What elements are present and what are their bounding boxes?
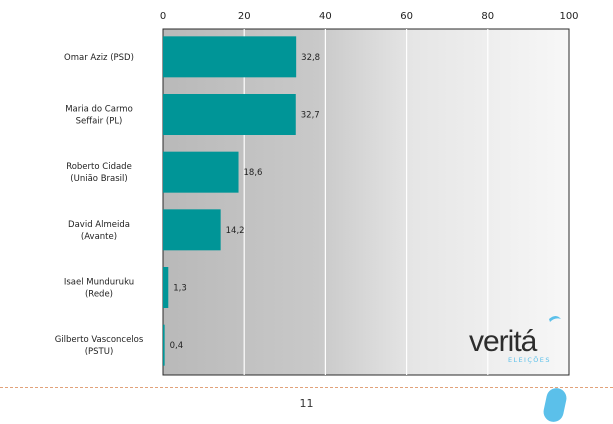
category-label: Gilberto Vasconcelos (PSTU) bbox=[55, 335, 144, 357]
logo-wordmark: veritá bbox=[469, 325, 538, 358]
footer-divider bbox=[0, 387, 613, 388]
value-label: 18,6 bbox=[244, 168, 263, 178]
logo-accent-icon bbox=[549, 316, 561, 322]
category-label: Roberto Cidade (União Brasil) bbox=[66, 162, 132, 184]
logo-subtext: ELEIÇÕES bbox=[508, 355, 551, 364]
category-label: Isael Munduruku (Rede) bbox=[64, 278, 134, 300]
bar bbox=[163, 151, 239, 193]
plot-background bbox=[162, 28, 570, 376]
bar bbox=[163, 209, 221, 251]
x-tick-label: 40 bbox=[319, 11, 332, 22]
x-tick-label: 100 bbox=[559, 11, 578, 22]
value-label: 32,7 bbox=[301, 111, 320, 121]
x-axis-ticks: 0 20 40 60 80 100 bbox=[160, 11, 579, 22]
bar bbox=[163, 94, 296, 135]
gridlines bbox=[243, 29, 489, 375]
x-tick-label: 80 bbox=[481, 11, 494, 22]
value-label: 0,4 bbox=[170, 341, 184, 351]
bar bbox=[163, 267, 169, 308]
bars bbox=[163, 36, 297, 366]
category-label: David Almeida (Avante) bbox=[68, 220, 130, 242]
bar bbox=[163, 324, 165, 366]
x-tick-label: 0 bbox=[160, 11, 166, 22]
bar bbox=[163, 36, 297, 78]
page-number: 11 bbox=[299, 397, 314, 410]
value-label: 1,3 bbox=[173, 284, 187, 294]
x-tick-label: 60 bbox=[400, 11, 413, 22]
value-label: 14,2 bbox=[226, 226, 245, 236]
category-label: Maria do Carmo Seffair (PL) bbox=[65, 105, 133, 127]
value-labels: 32,8 32,7 18,6 14,2 1,3 0,4 bbox=[170, 53, 320, 351]
x-tick-label: 20 bbox=[238, 11, 251, 22]
category-labels: Omar Aziz (PSD) Maria do Carmo Seffair (PL… bbox=[55, 53, 144, 357]
verita-logo: veritá ELEIÇÕES bbox=[469, 316, 561, 364]
category-label: Omar Aziz (PSD) bbox=[64, 53, 134, 63]
value-label: 32,8 bbox=[301, 53, 320, 63]
